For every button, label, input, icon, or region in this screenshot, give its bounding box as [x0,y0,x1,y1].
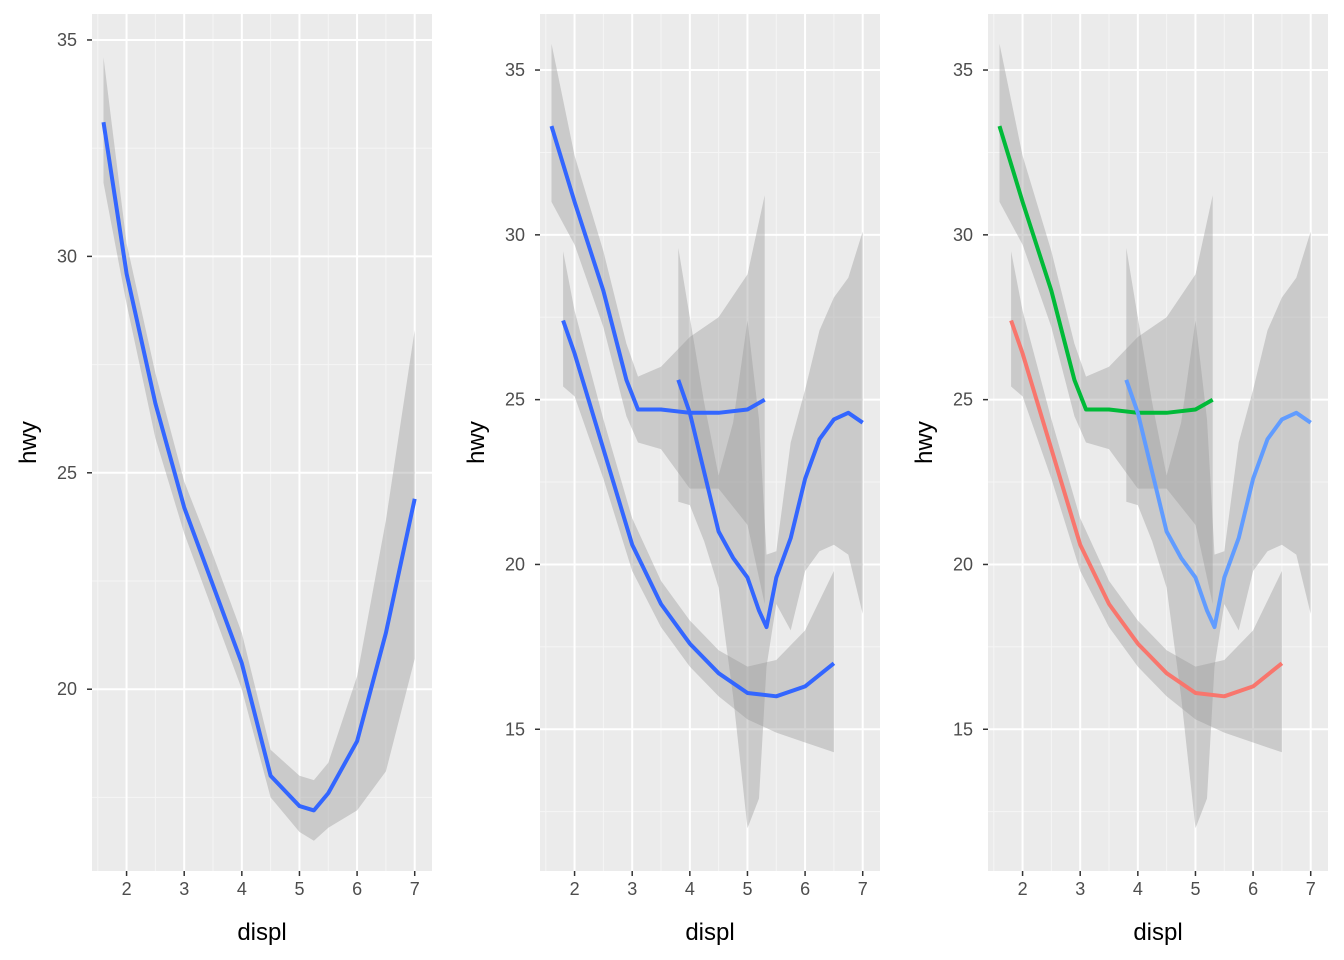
confidence-ribbon-3 [1126,231,1311,829]
smooth-line-1 [1009,319,1284,699]
panel-background [92,14,432,871]
y-tick-label: 30 [953,225,973,245]
x-tick-label: 7 [858,879,868,899]
x-tick-label: 2 [570,879,580,899]
y-tick-label: 20 [57,679,77,699]
x-axis-title: displ [1133,919,1182,946]
x-tick-label: 7 [1306,879,1316,899]
x-tick-label: 2 [122,879,132,899]
panel-2: 2 3 4 5 6 7 15 20 25 30 35 displ hwy [463,14,880,946]
y-tick-label: 20 [505,554,525,574]
y-tick-label: 30 [505,225,525,245]
x-tick-label: 6 [800,879,810,899]
smooth-line-3 [1124,379,1312,630]
y-tick-label: 35 [953,60,973,80]
smooth-line-2 [997,125,1214,415]
x-tick-label: 5 [294,879,304,899]
smooth-line-3 [676,379,864,630]
y-tick-label: 30 [57,246,77,266]
x-tick-label: 4 [237,879,247,899]
panel-background [540,14,880,871]
y-tick-label: 20 [953,554,973,574]
x-tick-label: 3 [1075,879,1085,899]
confidence-ribbon-2 [551,43,765,604]
x-tick-label: 7 [410,879,420,899]
x-tick-label: 5 [1190,879,1200,899]
y-axis-title: hwy [463,421,490,464]
x-tick-label: 6 [1248,879,1258,899]
y-axis-title: hwy [15,421,42,464]
y-tick-label: 15 [505,719,525,739]
y-tick-label: 25 [953,390,973,410]
panel-3: 2 3 4 5 6 7 15 20 25 30 35 displ hwy [911,14,1328,946]
x-tick-label: 4 [685,879,695,899]
y-tick-label: 25 [505,390,525,410]
x-axis-title: displ [685,919,734,946]
x-tick-label: 5 [742,879,752,899]
panel-1: 2 3 4 5 6 7 20 25 30 35 displ hwy [15,14,432,946]
y-tick-label: 15 [953,719,973,739]
x-tick-label: 2 [1018,879,1028,899]
x-tick-label: 4 [1133,879,1143,899]
confidence-ribbon-3 [678,231,863,829]
panel-background [988,14,1328,871]
x-tick-label: 3 [627,879,637,899]
y-tick-label: 35 [505,60,525,80]
x-tick-label: 6 [352,879,362,899]
y-tick-label: 25 [57,463,77,483]
smooth-line-1 [101,121,417,813]
y-tick-label: 35 [57,30,77,50]
smooth-line-2 [549,125,766,415]
confidence-ribbon-1 [103,57,415,841]
confidence-ribbon-2 [999,43,1213,604]
y-axis-title: hwy [911,421,938,464]
x-tick-label: 3 [179,879,189,899]
smooth-line-1 [561,319,836,699]
x-axis-title: displ [237,919,286,946]
